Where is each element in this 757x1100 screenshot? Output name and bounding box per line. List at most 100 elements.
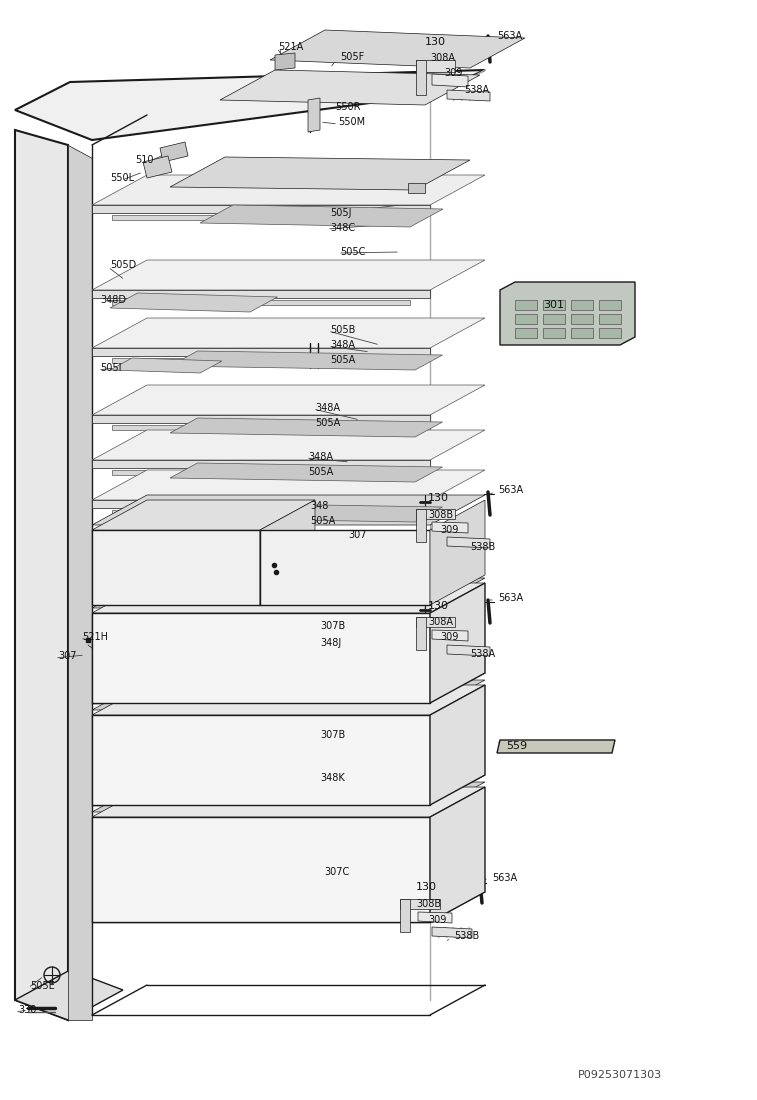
Polygon shape (416, 60, 426, 95)
Text: 307: 307 (58, 651, 76, 661)
Polygon shape (92, 495, 485, 525)
Polygon shape (92, 500, 315, 530)
Polygon shape (430, 786, 485, 922)
Polygon shape (92, 470, 485, 500)
Polygon shape (110, 293, 278, 312)
Text: 538A: 538A (470, 649, 495, 659)
Polygon shape (92, 385, 485, 415)
Text: 538B: 538B (454, 931, 479, 940)
Polygon shape (92, 348, 430, 356)
Polygon shape (92, 578, 485, 608)
Polygon shape (515, 314, 537, 324)
Polygon shape (170, 463, 443, 482)
Polygon shape (15, 970, 123, 1020)
Polygon shape (447, 90, 490, 101)
Text: 348A: 348A (308, 452, 333, 462)
Polygon shape (416, 617, 455, 627)
Polygon shape (92, 680, 485, 710)
Polygon shape (515, 300, 537, 310)
Text: 348J: 348J (320, 638, 341, 648)
Text: 308B: 308B (416, 899, 441, 909)
Text: 308A: 308A (428, 617, 453, 627)
Text: 348C: 348C (330, 223, 355, 233)
Polygon shape (432, 74, 468, 87)
Text: 308A: 308A (430, 53, 455, 63)
Text: 559: 559 (506, 741, 527, 751)
Polygon shape (497, 740, 615, 754)
Text: 563A: 563A (492, 873, 517, 883)
Text: 538A: 538A (464, 85, 489, 95)
Text: 505B: 505B (330, 324, 355, 336)
Text: 130: 130 (416, 882, 437, 892)
Polygon shape (571, 300, 593, 310)
Polygon shape (400, 899, 440, 909)
Polygon shape (430, 583, 485, 703)
Polygon shape (92, 817, 430, 922)
Polygon shape (92, 205, 430, 213)
Polygon shape (92, 782, 485, 812)
Text: 130: 130 (428, 601, 449, 610)
Polygon shape (112, 214, 410, 220)
Polygon shape (571, 328, 593, 338)
Polygon shape (430, 500, 485, 605)
Polygon shape (408, 183, 425, 192)
Text: 348D: 348D (100, 295, 126, 305)
Polygon shape (416, 60, 455, 72)
Text: 348: 348 (310, 500, 329, 512)
Text: 348A: 348A (315, 403, 340, 412)
Text: 510: 510 (135, 155, 154, 165)
Polygon shape (200, 205, 443, 227)
Polygon shape (220, 70, 480, 104)
Text: 307: 307 (348, 530, 366, 540)
Polygon shape (112, 510, 410, 515)
Polygon shape (543, 328, 565, 338)
Polygon shape (170, 503, 443, 522)
Text: 505A: 505A (308, 468, 333, 477)
Polygon shape (143, 156, 172, 178)
Polygon shape (15, 130, 68, 1020)
Text: 309: 309 (444, 68, 463, 78)
Polygon shape (92, 715, 430, 805)
Polygon shape (160, 142, 188, 162)
Polygon shape (92, 583, 485, 613)
Text: 563A: 563A (497, 31, 522, 41)
Text: 505D: 505D (110, 260, 136, 270)
Text: 130: 130 (425, 37, 446, 47)
Polygon shape (92, 685, 485, 715)
Polygon shape (515, 328, 537, 338)
Text: 563A: 563A (498, 485, 523, 495)
Polygon shape (571, 314, 593, 324)
Polygon shape (432, 927, 472, 938)
Polygon shape (92, 430, 485, 460)
Polygon shape (92, 530, 260, 605)
Text: 307B: 307B (320, 621, 345, 631)
Text: 538B: 538B (470, 542, 495, 552)
Polygon shape (416, 509, 455, 519)
Text: 521H: 521H (82, 632, 108, 642)
Polygon shape (170, 351, 443, 370)
Polygon shape (68, 145, 92, 1020)
Polygon shape (430, 685, 485, 805)
Polygon shape (170, 157, 470, 190)
Text: 348K: 348K (320, 773, 344, 783)
Text: 130: 130 (428, 493, 449, 503)
Polygon shape (432, 522, 468, 534)
Polygon shape (418, 912, 452, 923)
Polygon shape (92, 290, 430, 298)
Text: 505E: 505E (30, 981, 55, 991)
Polygon shape (112, 300, 410, 305)
Polygon shape (275, 53, 295, 70)
Text: P09253071303: P09253071303 (578, 1070, 662, 1080)
Polygon shape (447, 537, 490, 548)
Polygon shape (447, 645, 490, 656)
Text: 505I: 505I (100, 363, 122, 373)
Text: 505F: 505F (340, 52, 364, 62)
Polygon shape (92, 318, 485, 348)
Polygon shape (112, 425, 410, 430)
Text: 550R: 550R (335, 102, 360, 112)
Polygon shape (543, 300, 565, 310)
Polygon shape (92, 500, 430, 508)
Polygon shape (92, 786, 485, 817)
Text: 309: 309 (440, 632, 459, 642)
Polygon shape (543, 314, 565, 324)
